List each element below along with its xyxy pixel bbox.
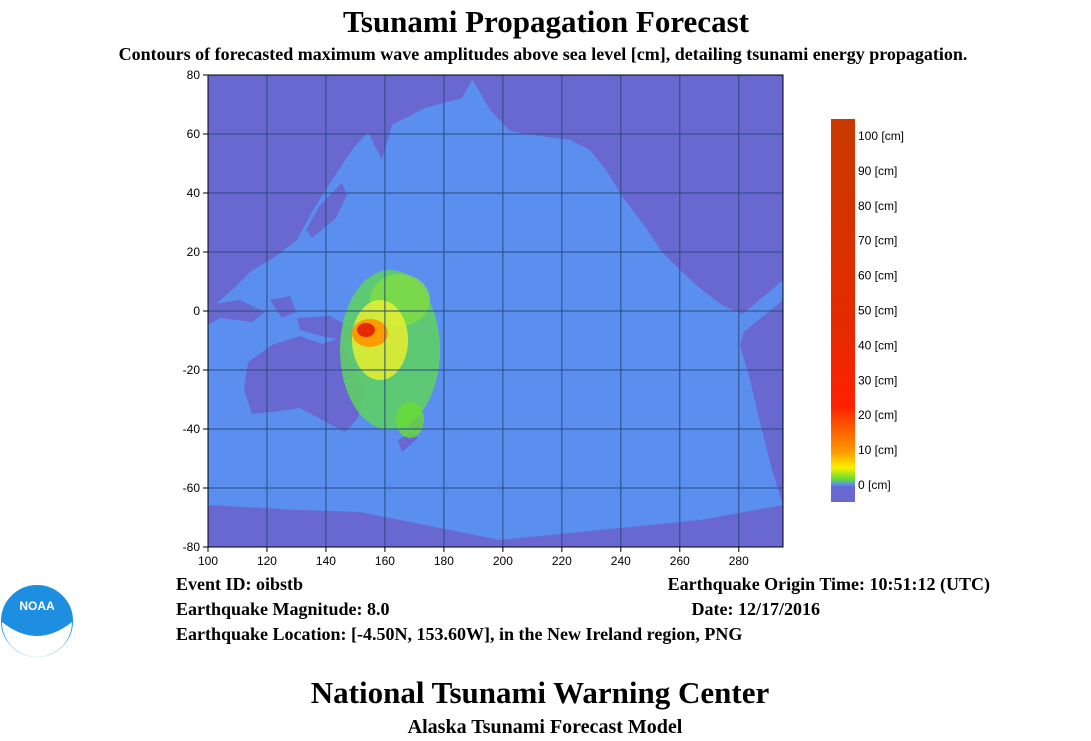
title: Tsunami Propagation Forecast (343, 4, 750, 39)
subtitle: Contours of forecasted maximum wave ampl… (119, 44, 968, 64)
colorbar-label: 70 [cm] (858, 234, 897, 248)
colorbar-label: 90 [cm] (858, 164, 897, 178)
x-tick-label: 260 (670, 554, 690, 568)
colorbar-label: 60 [cm] (858, 269, 897, 283)
colorbar-label: 20 [cm] (858, 408, 897, 422)
y-tick-label: -60 (183, 481, 201, 495)
y-tick-label: 60 (187, 127, 201, 141)
y-tick-label: 0 (193, 304, 200, 318)
center-name: National Tsunami Warning Center (311, 675, 770, 710)
date: Date: 12/17/2016 (692, 599, 820, 619)
y-tick-label: 40 (187, 186, 201, 200)
origin-time: Earthquake Origin Time: 10:51:12 (UTC) (668, 574, 990, 595)
land (208, 75, 783, 547)
colorbar-label: 30 [cm] (858, 373, 897, 387)
magnitude: Earthquake Magnitude: 8.0 (176, 599, 390, 619)
x-tick-label: 100 (198, 554, 218, 568)
event-id: Event ID: oibstb (176, 574, 303, 594)
x-tick-label: 200 (493, 554, 513, 568)
colorbar-label: 10 [cm] (858, 443, 897, 457)
colorbar (831, 119, 855, 502)
y-tick-label: 80 (187, 68, 201, 82)
colorbar-label: 0 [cm] (858, 478, 891, 492)
y-tick-label: -20 (183, 363, 201, 377)
x-tick-label: 280 (729, 554, 749, 568)
colorbar-labels: 100 [cm] 90 [cm] 80 [cm] 70 [cm] 60 [cm] 50 [… (858, 129, 904, 492)
colorbar-label: 50 [cm] (858, 304, 897, 318)
y-tick-label: -80 (183, 540, 201, 554)
ticks: 100 120 140 160 180 200 220 240 260 280-80-60-40-… (183, 68, 749, 568)
x-tick-label: 120 (257, 554, 277, 568)
x-tick-label: 240 (611, 554, 631, 568)
x-tick-label: 140 (316, 554, 336, 568)
x-tick-label: 160 (375, 554, 395, 568)
colorbar-label: 40 [cm] (858, 338, 897, 352)
location: Earthquake Location: [-4.50N, 153.60W], … (176, 624, 742, 644)
y-tick-label: -40 (183, 422, 201, 436)
y-tick-label: 20 (187, 245, 201, 259)
model-name: Alaska Tsunami Forecast Model (408, 716, 683, 738)
colorbar-label: 80 [cm] (858, 199, 897, 213)
map (208, 75, 783, 547)
logo-text: NOAA (19, 599, 55, 613)
x-tick-label: 220 (552, 554, 572, 568)
grid (208, 75, 783, 547)
colorbar-label: 100 [cm] (858, 129, 904, 143)
x-tick-label: 180 (434, 554, 454, 568)
noaa-logo: NOAA (0, 583, 75, 659)
